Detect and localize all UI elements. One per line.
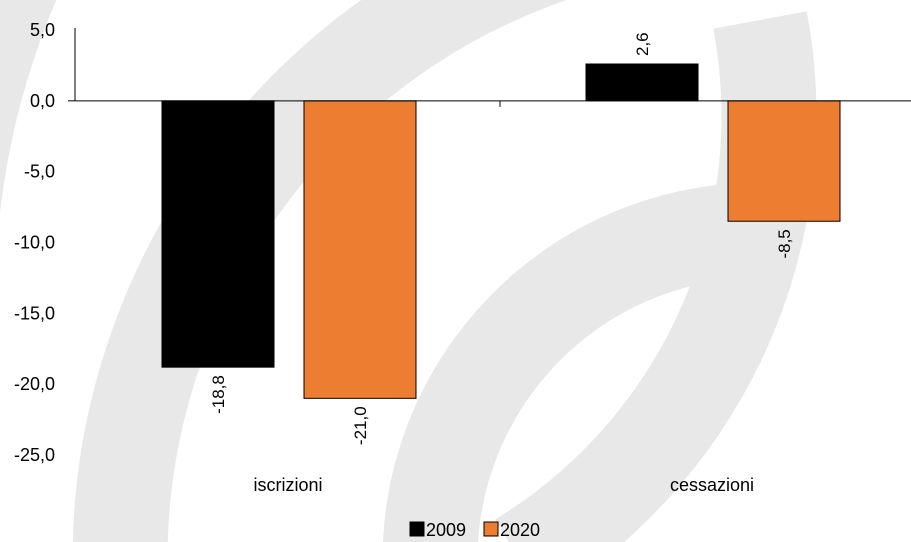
- data-label: -21,0: [351, 406, 370, 445]
- data-label: 2,6: [633, 32, 652, 56]
- bar-2020-cessazioni: [727, 100, 841, 222]
- legend-label: 2009: [426, 520, 466, 540]
- y-tick-label: 5,0: [30, 20, 55, 40]
- watermark-arc: [382, 182, 761, 542]
- data-label: -8,5: [775, 229, 794, 258]
- bars: -18,8 -21,0 2,6 -8,5: [161, 32, 841, 445]
- data-label: -18,8: [209, 375, 228, 414]
- x-axis: iscrizioni cessazioni: [75, 100, 911, 495]
- legend-swatch-2009: [409, 521, 425, 537]
- y-tick-label: -20,0: [14, 374, 55, 394]
- bar-2009-cessazioni: [585, 63, 699, 102]
- legend-swatch-2020: [483, 521, 499, 537]
- legend-label: 2020: [500, 520, 540, 540]
- bar-2020-iscrizioni: [303, 100, 417, 399]
- x-category-label: iscrizioni: [253, 475, 322, 495]
- y-axis: 5,0 0,0 -5,0 -10,0 -15,0 -20,0 -25,0: [14, 20, 76, 465]
- x-category-label: cessazioni: [670, 475, 754, 495]
- y-tick-label: 0,0: [30, 91, 55, 111]
- bar-2009-iscrizioni: [161, 100, 275, 368]
- y-tick-label: -10,0: [14, 233, 55, 253]
- y-tick-label: -25,0: [14, 445, 55, 465]
- y-tick-label: -5,0: [24, 162, 55, 182]
- legend: 2009 2020: [409, 520, 540, 540]
- y-tick-label: -15,0: [14, 303, 55, 323]
